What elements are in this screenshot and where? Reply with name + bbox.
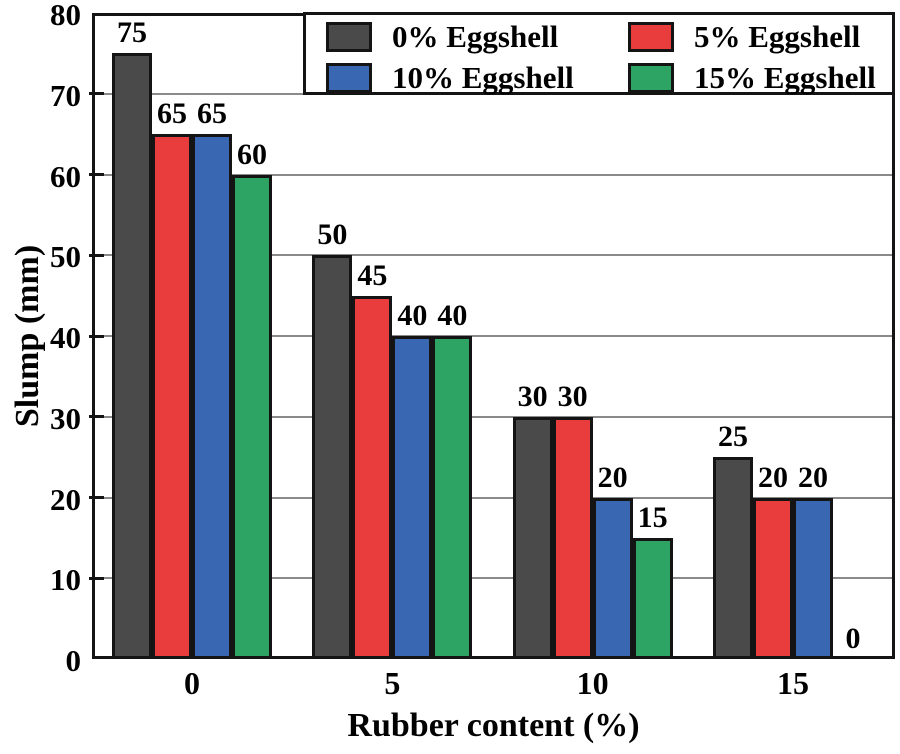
bar-0-eggshell-rubber-5 xyxy=(312,255,353,659)
y-tick-mark-40 xyxy=(89,334,104,338)
legend: 0% Eggshell 5% Eggshell 10% Eggshell 15% Eg… xyxy=(303,12,895,95)
y-tick-label-50: 50 xyxy=(50,239,81,275)
y-tick-label-80: 80 xyxy=(50,0,81,32)
bar-value-label: 30 xyxy=(517,379,548,413)
y-tick-label-20: 20 xyxy=(50,481,81,517)
legend-label: 5% Eggshell xyxy=(694,19,861,54)
bar-value-label: 65 xyxy=(197,97,227,131)
gridline-y-30 xyxy=(95,415,892,418)
gridline-y-10 xyxy=(95,577,892,580)
x-tick-label-10: 10 xyxy=(576,665,609,701)
bar-value-label: 65 xyxy=(157,97,187,131)
gridline-y-20 xyxy=(95,496,892,499)
y-tick-mark-50 xyxy=(89,253,104,257)
y-tick-mark-60 xyxy=(89,173,104,176)
x-axis-title: Rubber content (%) xyxy=(347,707,640,744)
bar-value-label: 25 xyxy=(718,420,748,454)
legend-swatch-icon xyxy=(628,63,674,93)
x-tick-label-0: 0 xyxy=(184,665,200,701)
bar-value-label: 40 xyxy=(397,299,428,332)
bar-value-label: 15 xyxy=(637,500,668,534)
x-tick-label-15: 15 xyxy=(777,665,809,701)
legend-label: 15% Eggshell xyxy=(694,60,876,95)
legend-swatch-icon xyxy=(326,63,372,93)
bar-value-label: 60 xyxy=(237,137,267,171)
gridline-y-60 xyxy=(95,173,892,176)
y-tick-mark-20 xyxy=(89,496,104,499)
legend-item-10-eggshell: 10% Eggshell xyxy=(326,61,574,95)
y-tick-mark-10 xyxy=(89,576,104,580)
bar-value-label: 50 xyxy=(317,218,348,252)
gridline-y-50 xyxy=(95,254,892,257)
legend-label: 0% Eggshell xyxy=(392,19,559,54)
bar-10-eggshell-rubber-5 xyxy=(392,336,433,659)
y-tick-label-70: 70 xyxy=(50,77,81,113)
bar-15-eggshell-rubber-10 xyxy=(632,537,673,659)
gridline-y-40 xyxy=(95,335,892,337)
bar-5-eggshell-rubber-10 xyxy=(552,416,593,659)
bar-value-label: 20 xyxy=(758,460,788,494)
bar-value-label: 20 xyxy=(798,460,828,494)
y-tick-mark-70 xyxy=(89,92,104,96)
y-tick-label-0: 0 xyxy=(65,643,82,678)
legend-item-0-eggshell: 0% Eggshell xyxy=(326,20,558,54)
y-tick-mark-30 xyxy=(89,415,104,419)
y-tick-label-30: 30 xyxy=(50,400,81,436)
bar-15-eggshell-rubber-5 xyxy=(432,336,473,659)
y-tick-label-10: 10 xyxy=(50,562,81,598)
y-tick-label-40: 40 xyxy=(50,320,81,355)
bar-value-label: 40 xyxy=(437,299,468,332)
bar-0-eggshell-rubber-0 xyxy=(112,53,152,659)
bar-0-eggshell-rubber-15 xyxy=(713,457,753,659)
bar-value-label: 75 xyxy=(117,16,147,50)
bar-0-eggshell-rubber-10 xyxy=(512,416,553,659)
bar-10-eggshell-rubber-15 xyxy=(793,497,833,659)
legend-item-5-eggshell: 5% Eggshell xyxy=(628,20,860,54)
bar-10-eggshell-rubber-10 xyxy=(592,497,633,659)
bar-5-eggshell-rubber-5 xyxy=(352,295,393,659)
bar-10-eggshell-rubber-0 xyxy=(192,134,232,659)
bar-15-eggshell-rubber-0 xyxy=(232,174,272,659)
bar-value-label: 30 xyxy=(557,379,588,413)
legend-swatch-icon xyxy=(326,22,372,52)
legend-item-15-eggshell: 15% Eggshell xyxy=(628,61,876,95)
bar-value-label: 0 xyxy=(845,622,861,655)
bar-value-label: 20 xyxy=(597,460,628,494)
bar-value-label: 45 xyxy=(357,258,388,292)
y-tick-label-60: 60 xyxy=(50,158,81,194)
legend-label: 10% Eggshell xyxy=(392,60,574,95)
legend-swatch-icon xyxy=(628,22,674,52)
bar-5-eggshell-rubber-15 xyxy=(753,497,793,659)
bar-5-eggshell-rubber-0 xyxy=(152,134,192,659)
x-tick-label-5: 5 xyxy=(384,665,401,701)
